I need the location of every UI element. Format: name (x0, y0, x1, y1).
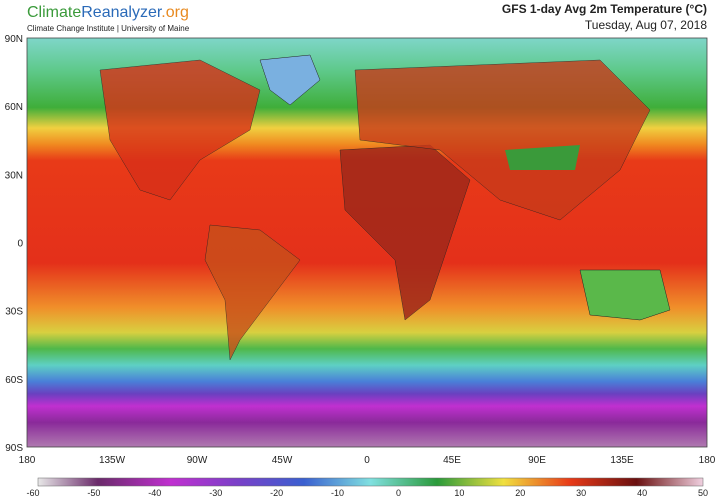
colorbar-label: 40 (637, 488, 647, 498)
lon-label: 180 (19, 455, 36, 466)
colorbar-label: 0 (396, 488, 401, 498)
lon-label: 90E (528, 455, 546, 466)
colorbar-label: 10 (454, 488, 464, 498)
lon-label: 45W (272, 455, 293, 466)
colorbar-label: -10 (331, 488, 344, 498)
lon-label: 45E (443, 455, 461, 466)
lat-label: 0 (17, 239, 23, 250)
lat-label: 90N (5, 34, 23, 45)
colorbar-label: -40 (148, 488, 161, 498)
lat-label: 30N (5, 170, 23, 181)
north-america (99, 59, 261, 201)
eurasia (354, 59, 651, 221)
south-america (204, 224, 301, 361)
africa (339, 144, 471, 321)
lon-label: 0 (364, 455, 370, 466)
lat-label: 60N (5, 102, 23, 113)
brand-part: Reanalyzer (81, 4, 163, 21)
map (26, 37, 708, 448)
lon-label: 90W (187, 455, 208, 466)
brand-part: Climate (27, 4, 81, 21)
title: GFS 1-day Avg 2m Temperature (°C) (502, 2, 707, 16)
colorbar-label: 30 (576, 488, 586, 498)
brand-part: .org (161, 4, 189, 21)
brand: ClimateReanalyzer.org (27, 4, 189, 21)
lon-label: 135W (99, 455, 126, 466)
colorbar-label: -20 (270, 488, 283, 498)
tibet (505, 145, 580, 170)
australia (579, 269, 671, 321)
lon-label: 180 (699, 455, 716, 466)
colorbar-label: 50 (698, 488, 708, 498)
subtitle: Climate Change Institute | University of… (27, 24, 190, 33)
colorbar-label: -60 (26, 488, 39, 498)
lat-label: 60S (5, 375, 23, 386)
map-frame (26, 37, 708, 448)
date: Tuesday, Aug 07, 2018 (585, 18, 707, 32)
colorbar (37, 477, 704, 487)
colorbar-label: 20 (515, 488, 525, 498)
colorbar-label: -30 (209, 488, 222, 498)
lat-label: 90S (5, 443, 23, 454)
colorbar-label: -50 (87, 488, 100, 498)
lon-label: 135E (610, 455, 634, 466)
greenland (259, 54, 321, 106)
lat-label: 30S (5, 307, 23, 318)
